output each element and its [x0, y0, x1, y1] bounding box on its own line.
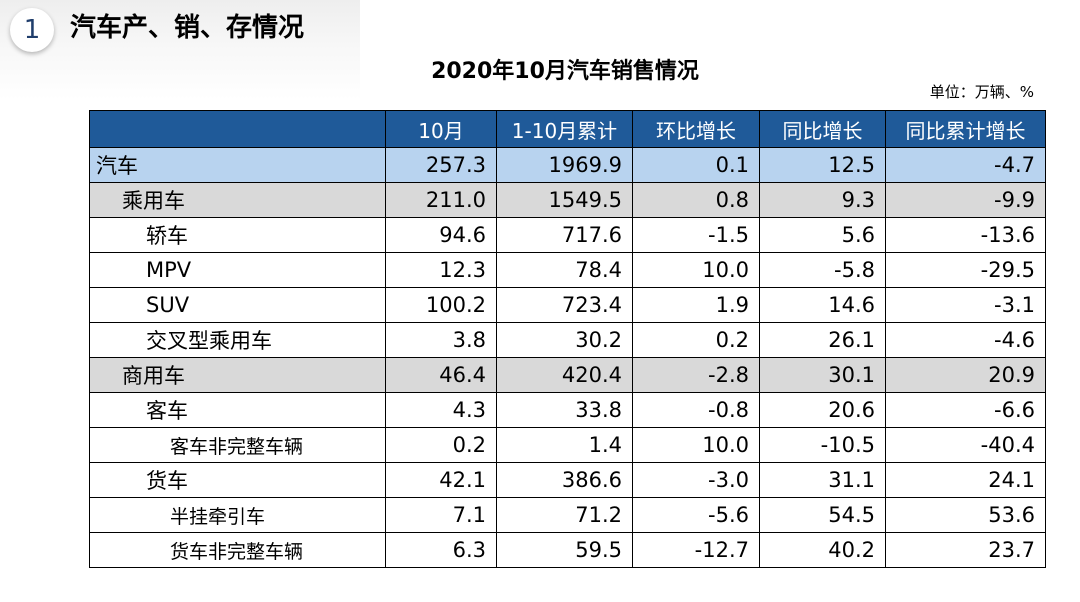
cell-ytd: 59.5 [496, 532, 633, 568]
table-body: 汽车 257.3 1969.9 0.1 12.5 -4.7 乘用车 211.0 1549.5 0.… [89, 147, 1046, 568]
section-number-badge: 1 [10, 8, 54, 52]
cell-ytd-yoy: 20.9 [885, 357, 1046, 393]
cell-ytd: 78.4 [496, 252, 633, 288]
cell-mom: 10.0 [632, 427, 760, 463]
cell-ytd-yoy: -6.6 [885, 392, 1046, 428]
column-header-ytd: 1-10月累计 [496, 110, 633, 148]
column-header-mom: 环比增长 [632, 110, 760, 148]
row-label: 交叉型乘用车 [89, 322, 386, 358]
cell-mom: 0.8 [632, 182, 760, 218]
table-row: 货车 42.1 386.6 -3.0 31.1 24.1 [89, 462, 1046, 498]
row-label: 客车非完整车辆 [89, 427, 386, 463]
cell-ytd-yoy: 24.1 [885, 462, 1046, 498]
cell-october: 257.3 [385, 147, 497, 183]
cell-ytd-yoy: -4.6 [885, 322, 1046, 358]
cell-ytd-yoy: 23.7 [885, 532, 1046, 568]
cell-mom: -0.8 [632, 392, 760, 428]
row-label: 汽车 [89, 147, 386, 183]
table-title: 2020年10月汽车销售情况 [431, 59, 699, 84]
cell-ytd: 71.2 [496, 497, 633, 533]
cell-mom: -3.0 [632, 462, 760, 498]
cell-ytd-yoy: -13.6 [885, 217, 1046, 253]
cell-yoy: 54.5 [759, 497, 886, 533]
unit-label: 单位：万辆、% [929, 83, 1034, 101]
table-row: 汽车 257.3 1969.9 0.1 12.5 -4.7 [89, 147, 1046, 183]
cell-october: 94.6 [385, 217, 497, 253]
cell-ytd-yoy: -40.4 [885, 427, 1046, 463]
cell-mom: -12.7 [632, 532, 760, 568]
cell-yoy: 26.1 [759, 322, 886, 358]
cell-yoy: -5.8 [759, 252, 886, 288]
cell-yoy: 20.6 [759, 392, 886, 428]
cell-ytd: 717.6 [496, 217, 633, 253]
cell-october: 42.1 [385, 462, 497, 498]
table-row: 轿车 94.6 717.6 -1.5 5.6 -13.6 [89, 217, 1046, 253]
header-background [0, 0, 360, 100]
cell-october: 100.2 [385, 287, 497, 323]
table-row: 交叉型乘用车 3.8 30.2 0.2 26.1 -4.6 [89, 322, 1046, 358]
table-row: SUV 100.2 723.4 1.9 14.6 -3.1 [89, 287, 1046, 323]
table-header-row: 10月 1-10月累计 环比增长 同比增长 同比累计增长 [89, 110, 1046, 148]
cell-mom: -5.6 [632, 497, 760, 533]
table-row: 货车非完整车辆 6.3 59.5 -12.7 40.2 23.7 [89, 532, 1046, 568]
cell-yoy: 12.5 [759, 147, 886, 183]
cell-ytd: 723.4 [496, 287, 633, 323]
table-row: MPV 12.3 78.4 10.0 -5.8 -29.5 [89, 252, 1046, 288]
row-label: 货车非完整车辆 [89, 532, 386, 568]
cell-yoy: 30.1 [759, 357, 886, 393]
cell-mom: -2.8 [632, 357, 760, 393]
cell-ytd: 1.4 [496, 427, 633, 463]
cell-october: 0.2 [385, 427, 497, 463]
table-row: 客车 4.3 33.8 -0.8 20.6 -6.6 [89, 392, 1046, 428]
cell-yoy: 40.2 [759, 532, 886, 568]
cell-october: 46.4 [385, 357, 497, 393]
cell-october: 211.0 [385, 182, 497, 218]
cell-ytd-yoy: -9.9 [885, 182, 1046, 218]
section-title: 汽车产、销、存情况 [70, 13, 305, 43]
cell-october: 6.3 [385, 532, 497, 568]
cell-ytd: 33.8 [496, 392, 633, 428]
cell-mom: 1.9 [632, 287, 760, 323]
cell-mom: 0.1 [632, 147, 760, 183]
cell-yoy: 5.6 [759, 217, 886, 253]
column-header-ytd-yoy: 同比累计增长 [885, 110, 1046, 148]
cell-mom: 10.0 [632, 252, 760, 288]
row-label: 客车 [89, 392, 386, 428]
row-label: 半挂牵引车 [89, 497, 386, 533]
row-label: 轿车 [89, 217, 386, 253]
row-label: 货车 [89, 462, 386, 498]
table-row: 半挂牵引车 7.1 71.2 -5.6 54.5 53.6 [89, 497, 1046, 533]
cell-ytd: 386.6 [496, 462, 633, 498]
cell-yoy: 9.3 [759, 182, 886, 218]
cell-ytd: 420.4 [496, 357, 633, 393]
cell-october: 12.3 [385, 252, 497, 288]
cell-yoy: -10.5 [759, 427, 886, 463]
cell-ytd-yoy: -4.7 [885, 147, 1046, 183]
cell-october: 7.1 [385, 497, 497, 533]
cell-ytd: 1549.5 [496, 182, 633, 218]
cell-ytd: 30.2 [496, 322, 633, 358]
cell-ytd-yoy: -3.1 [885, 287, 1046, 323]
row-label: 乘用车 [89, 182, 386, 218]
row-label: SUV [89, 287, 386, 323]
row-label: 商用车 [89, 357, 386, 393]
sales-table: 10月 1-10月累计 环比增长 同比增长 同比累计增长 汽车 257.3 1969… [89, 110, 1046, 568]
column-header-name [89, 110, 386, 148]
cell-yoy: 14.6 [759, 287, 886, 323]
cell-ytd-yoy: -29.5 [885, 252, 1046, 288]
column-header-yoy: 同比增长 [759, 110, 886, 148]
table-row: 商用车 46.4 420.4 -2.8 30.1 20.9 [89, 357, 1046, 393]
cell-ytd-yoy: 53.6 [885, 497, 1046, 533]
cell-mom: 0.2 [632, 322, 760, 358]
row-label: MPV [89, 252, 386, 288]
cell-yoy: 31.1 [759, 462, 886, 498]
cell-october: 3.8 [385, 322, 497, 358]
table-row: 乘用车 211.0 1549.5 0.8 9.3 -9.9 [89, 182, 1046, 218]
table-row: 客车非完整车辆 0.2 1.4 10.0 -10.5 -40.4 [89, 427, 1046, 463]
cell-october: 4.3 [385, 392, 497, 428]
cell-ytd: 1969.9 [496, 147, 633, 183]
cell-mom: -1.5 [632, 217, 760, 253]
column-header-october: 10月 [385, 110, 497, 148]
